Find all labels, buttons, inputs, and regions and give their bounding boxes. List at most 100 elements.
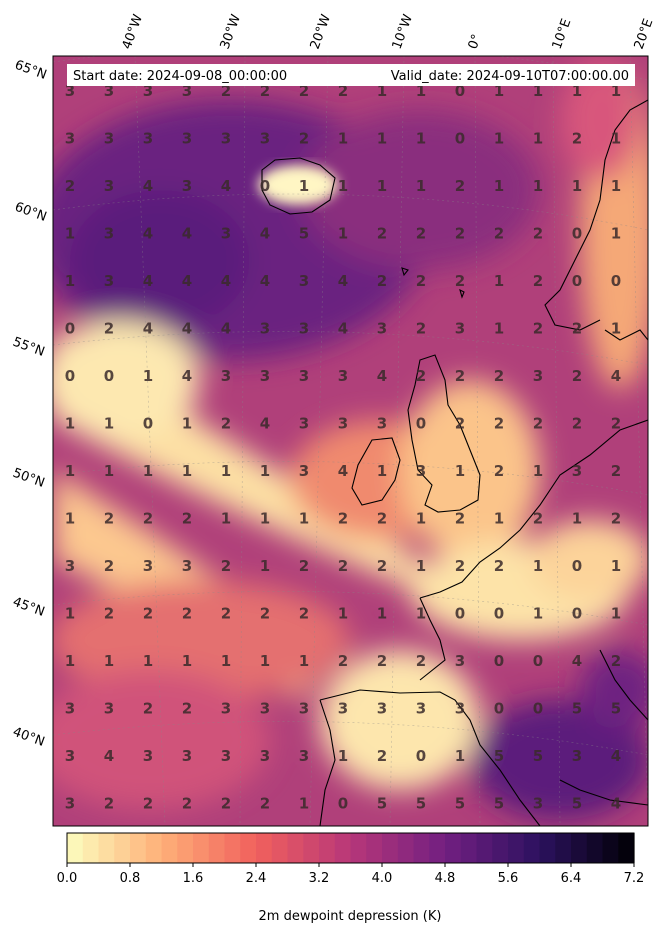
grid-value-labels: 3 3 3 3 2 2 2 2 1 1 0 1 1 1 1 3 3 3 3 3 3 2 1 1 1 0 1 1 2 1 2 3 4 3 4 0 1 1 1 1… — [65, 82, 621, 813]
grid-value: 3 — [377, 415, 387, 433]
grid-value: 0 — [494, 605, 504, 623]
grid-value: 3 — [221, 225, 231, 243]
grid-value: 4 — [104, 747, 114, 765]
grid-value: 3 — [299, 272, 309, 290]
grid-value: 2 — [533, 510, 543, 528]
colorbar-cell — [67, 833, 84, 863]
grid-value: 1 — [416, 557, 426, 575]
grid-value: 4 — [611, 367, 621, 385]
lat-label-45n: 45°N — [11, 595, 47, 620]
grid-value: 2 — [455, 557, 465, 575]
grid-value: 1 — [65, 510, 75, 528]
grid-value: 3 — [260, 747, 270, 765]
grid-value: 2 — [533, 320, 543, 338]
grid-value: 3 — [299, 367, 309, 385]
grid-value: 2 — [494, 367, 504, 385]
colorbar-cell — [571, 833, 588, 863]
grid-value: 1 — [416, 82, 426, 100]
grid-value: 5 — [572, 700, 582, 718]
colorbar-title: 2m dewpoint depression (K) — [259, 909, 442, 924]
grid-value: 3 — [221, 700, 231, 718]
grid-value: 2 — [182, 795, 192, 813]
grid-value: 0 — [572, 272, 582, 290]
grid-value: 2 — [221, 82, 231, 100]
start-date-label: Start date: 2024-09-08_00:00:00 — [73, 69, 287, 84]
grid-value: 2 — [143, 605, 153, 623]
grid-value: 1 — [455, 747, 465, 765]
grid-value: 3 — [221, 747, 231, 765]
lon-label-10e: 10°E — [550, 17, 575, 52]
grid-value: 3 — [377, 320, 387, 338]
grid-value: 3 — [299, 415, 309, 433]
grid-value: 2 — [377, 747, 387, 765]
grid-value: 0 — [455, 82, 465, 100]
grid-value: 5 — [572, 795, 582, 813]
grid-value: 3 — [143, 557, 153, 575]
colorbar-cell — [82, 833, 100, 863]
grid-value: 2 — [221, 795, 231, 813]
grid-value: 3 — [182, 130, 192, 148]
grid-value: 0 — [416, 415, 426, 433]
coast-faroe — [401, 267, 409, 277]
grid-value: 4 — [260, 225, 270, 243]
colorbar-cell — [161, 833, 178, 863]
grid-value: 5 — [533, 747, 543, 765]
grid-value: 3 — [416, 462, 426, 480]
grid-value: 3 — [182, 557, 192, 575]
grid-value: 1 — [494, 130, 504, 148]
grid-value: 3 — [260, 367, 270, 385]
colorbar-cell — [240, 833, 257, 863]
grid-value: 1 — [260, 652, 270, 670]
grid-value: 2 — [377, 272, 387, 290]
colorbar-tick-label: 5.6 — [498, 871, 519, 886]
grid-value: 2 — [104, 510, 114, 528]
grid-value: 2 — [494, 557, 504, 575]
colorbar-cell — [539, 833, 556, 863]
grid-value: 0 — [455, 130, 465, 148]
colorbar-cell — [224, 833, 241, 863]
grid-value: 2 — [338, 82, 348, 100]
grid-value: 3 — [104, 225, 114, 243]
grid-value: 2 — [494, 462, 504, 480]
colorbar-cell — [208, 833, 226, 863]
grid-value: 3 — [221, 130, 231, 148]
grid-value: 1 — [611, 225, 621, 243]
coast-ireland — [351, 437, 401, 506]
grid-value: 3 — [455, 700, 465, 718]
grid-value: 1 — [494, 272, 504, 290]
grid-value: 0 — [104, 367, 114, 385]
grid-value: 0 — [611, 272, 621, 290]
grid-value: 3 — [182, 82, 192, 100]
colorbar-tick-label: 0.8 — [120, 871, 141, 886]
colorbar-cell — [334, 833, 352, 863]
colorbar-ticks: 0.0 0.8 1.6 2.4 3.2 4.0 4.8 5.6 6.4 7.2 — [57, 863, 644, 886]
grid-value: 2 — [299, 557, 309, 575]
grid-value: 0 — [416, 747, 426, 765]
grid-value: 0 — [143, 415, 153, 433]
colorbar-cell — [177, 833, 194, 863]
grid-value: 2 — [377, 652, 387, 670]
grid-value: 5 — [377, 795, 387, 813]
grid-value: 2 — [533, 415, 543, 433]
colorbar-cell — [555, 833, 572, 863]
grid-value: 4 — [572, 652, 582, 670]
grid-value: 2 — [338, 557, 348, 575]
grid-value: 2 — [572, 320, 582, 338]
grid-value: 1 — [611, 557, 621, 575]
grid-value: 2 — [533, 272, 543, 290]
grid-value: 2 — [455, 272, 465, 290]
grid-value: 4 — [143, 272, 153, 290]
grid-value: 2 — [221, 557, 231, 575]
grid-value: 5 — [416, 795, 426, 813]
colorbar-tick-label: 0.0 — [57, 871, 78, 886]
grid-value: 3 — [572, 462, 582, 480]
colorbar-cell — [303, 833, 320, 863]
grid-value: 1 — [533, 177, 543, 195]
grid-value: 2 — [143, 795, 153, 813]
grid-value: 1 — [299, 795, 309, 813]
colorbar-tick-label: 2.4 — [246, 871, 267, 886]
grid-value: 2 — [611, 462, 621, 480]
grid-value: 3 — [533, 795, 543, 813]
grid-value: 0 — [533, 652, 543, 670]
